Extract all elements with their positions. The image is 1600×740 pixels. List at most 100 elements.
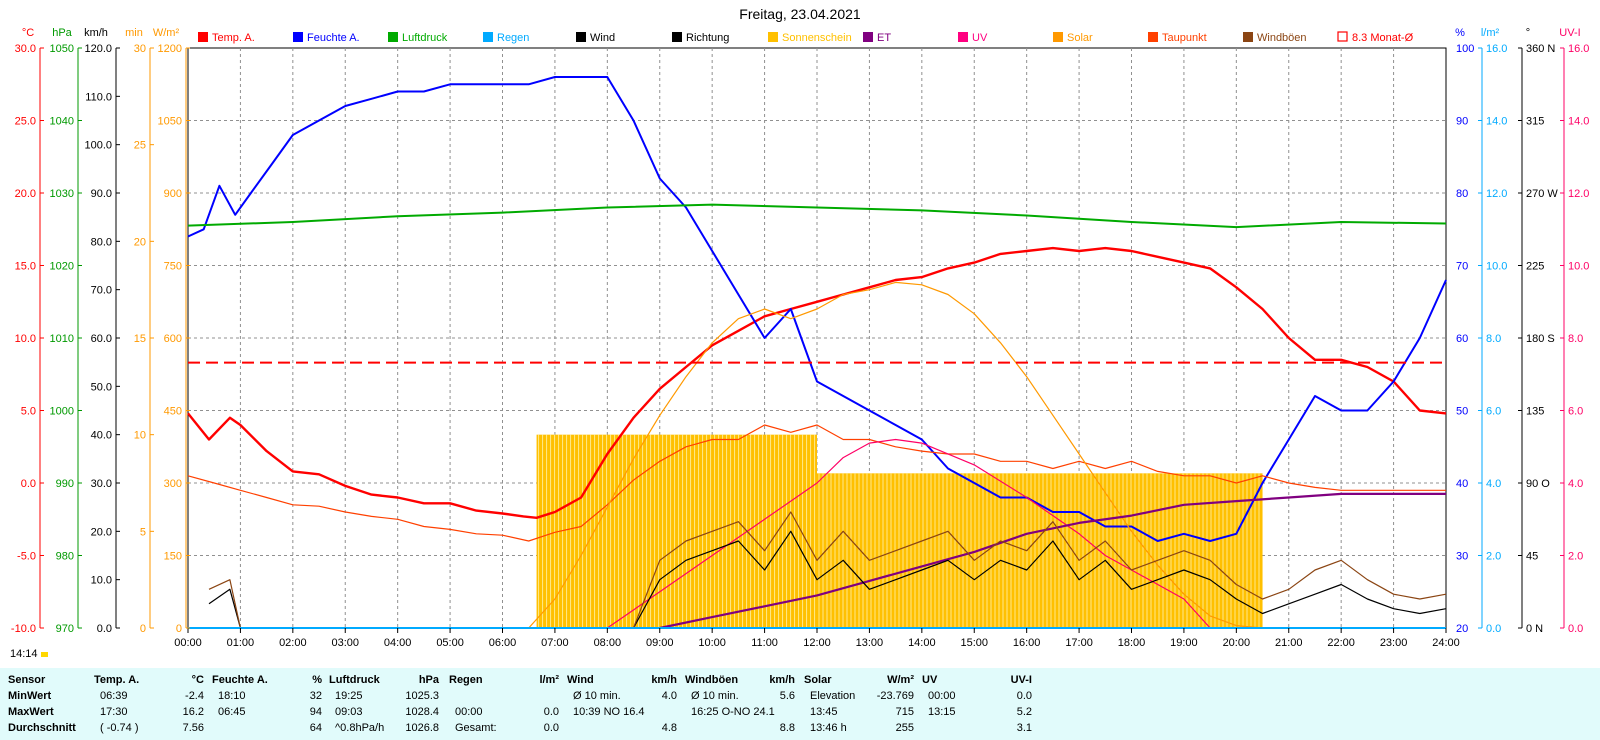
- axis-tick-label-temp: 25.0: [15, 116, 36, 128]
- stats-value: 5.2: [1016, 706, 1032, 718]
- axis-tick-label-solar: 300: [164, 478, 182, 490]
- axis-tick-label-rain: 14.0: [1486, 116, 1507, 128]
- axis-tick-label-rain: 16.0: [1486, 43, 1507, 55]
- axis-unit-rain: l/m²: [1481, 27, 1500, 39]
- stats-group-unit: °C: [191, 674, 204, 686]
- stats-cell: Gesamt:: [455, 722, 497, 734]
- axis-tick-label-uv: 8.0: [1568, 333, 1583, 345]
- axis-tick-label-wind: 90.0: [91, 188, 112, 200]
- stats-cell: 10:39 NO 16.4: [573, 706, 645, 718]
- axis-tick-label-pressure: 1050: [50, 43, 74, 55]
- x-tick-label: 04:00: [384, 637, 412, 649]
- stats-group-unit: l/m²: [539, 674, 559, 686]
- axis-tick-label-solar: 450: [164, 406, 182, 418]
- stats-group-unit: W/m²: [887, 674, 914, 686]
- legend-label: Richtung: [686, 32, 729, 44]
- legend-label: Feuchte A.: [307, 32, 360, 44]
- stats-group-unit: UV-I: [1010, 674, 1032, 686]
- axis-tick-label-wind: 50.0: [91, 381, 112, 393]
- axis-tick-label-solar: 750: [164, 261, 182, 273]
- chart-title: Freitag, 23.04.2021: [739, 6, 861, 22]
- axis-tick-label-solar: 600: [164, 333, 182, 345]
- stats-value: 255: [895, 722, 914, 734]
- axis-tick-label-humidity: 60: [1456, 333, 1468, 345]
- x-tick-label: 23:00: [1380, 637, 1408, 649]
- stats-cell: 18:10: [218, 690, 246, 702]
- legend-swatch: [768, 32, 778, 42]
- axis-tick-label-sunshine: 20: [134, 236, 146, 248]
- stats-value: 715: [895, 706, 914, 718]
- x-tick-label: 21:00: [1275, 637, 1303, 649]
- legend-label: Temp. A.: [212, 32, 255, 44]
- x-tick-label: 07:00: [541, 637, 569, 649]
- stats-cell: 06:39: [100, 690, 128, 702]
- stats-row-label: Sensor: [8, 674, 46, 686]
- axis-tick-label-solar: 1050: [158, 116, 182, 128]
- stats-cell: 13:15: [928, 706, 956, 718]
- axis-unit-uv: UV-I: [1559, 27, 1580, 39]
- legend-swatch: [1243, 32, 1253, 42]
- series-feuchte-a: [187, 76, 1447, 542]
- stats-cell: 00:00: [455, 706, 483, 718]
- axis-tick-label-sunshine: 30: [134, 43, 146, 55]
- stats-group-header: Regen: [449, 674, 483, 686]
- stats-cell: ( -0.74 ): [100, 722, 139, 734]
- stats-cell: 06:45: [218, 706, 246, 718]
- legend-label: Sonnenschein: [782, 32, 852, 44]
- axis-tick-label-wind: 70.0: [91, 285, 112, 297]
- stats-cell: 19:25: [335, 690, 363, 702]
- stats-value: 7.56: [182, 722, 204, 734]
- stats-value: 0.0: [543, 706, 559, 718]
- axis-tick-label-solar: 0: [176, 623, 182, 635]
- x-tick-label: 15:00: [960, 637, 988, 649]
- x-tick-label: 12:00: [803, 637, 831, 649]
- stats-cell: 17:30: [100, 706, 128, 718]
- x-tick-label: 11:00: [751, 637, 778, 649]
- axis-tick-label-uv: 4.0: [1568, 478, 1583, 490]
- series-taupunkt: [187, 424, 1446, 542]
- axis-tick-label-rain: 6.0: [1486, 406, 1501, 418]
- series-windb-en: [208, 511, 1447, 629]
- axis-tick-label-temp: 10.0: [15, 333, 36, 345]
- series-wind: [208, 530, 1447, 629]
- stats-value: 16.2: [182, 706, 204, 718]
- legend-swatch: [1053, 32, 1063, 42]
- x-tick-label: 09:00: [646, 637, 674, 649]
- stats-group-header: Solar: [804, 674, 832, 686]
- stats-value: 0.0: [543, 722, 559, 734]
- axis-tick-label-wind: 0.0: [97, 623, 112, 635]
- axis-tick-label-uv: 0.0: [1568, 623, 1583, 635]
- axis-tick-label-temp: 30.0: [15, 43, 36, 55]
- stats-group-header: Windböen: [685, 674, 739, 686]
- series-uv: [606, 438, 1211, 629]
- x-tick-label: 06:00: [489, 637, 517, 649]
- axis-tick-label-sunshine: 25: [134, 140, 146, 152]
- axis-unit-temp: °C: [22, 27, 34, 39]
- legend-label: Regen: [497, 32, 529, 44]
- axis-tick-label-direction: 315: [1526, 116, 1544, 128]
- axis-tick-label-humidity: 30: [1456, 551, 1468, 563]
- axis-tick-label-uv: 6.0: [1568, 406, 1583, 418]
- axis-tick-label-sunshine: 5: [140, 526, 146, 538]
- axis-tick-label-wind: 120.0: [84, 43, 112, 55]
- legend-label: Windböen: [1257, 32, 1307, 44]
- axis-tick-label-temp: -5.0: [17, 551, 36, 563]
- axis-tick-label-solar: 150: [164, 551, 182, 563]
- stats-value: 5.6: [779, 690, 795, 702]
- stats-group-unit: %: [312, 674, 322, 686]
- axis-tick-label-uv: 16.0: [1568, 43, 1589, 55]
- series-solar: [528, 281, 1263, 629]
- stats-cell: 13:45: [810, 706, 838, 718]
- stats-value: 1025.3: [405, 690, 439, 702]
- legend-label: Taupunkt: [1162, 32, 1207, 44]
- sunshine-bar: [817, 473, 1263, 628]
- axis-tick-label-sunshine: 15: [134, 333, 146, 345]
- axis-tick-label-temp: -10.0: [11, 623, 36, 635]
- legend-swatch: [863, 32, 873, 42]
- axis-tick-label-pressure: 970: [56, 623, 74, 635]
- axis-unit-solar: W/m²: [153, 27, 180, 39]
- legend-swatch: [1148, 32, 1158, 42]
- axis-tick-label-pressure: 1010: [50, 333, 74, 345]
- axis-unit-sunshine: min: [125, 27, 143, 39]
